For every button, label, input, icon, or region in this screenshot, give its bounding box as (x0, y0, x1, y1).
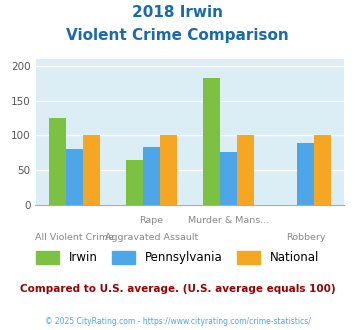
Bar (66, 149, 83, 205)
Text: Robbery: Robbery (286, 233, 326, 242)
Text: Murder & Mans...: Murder & Mans... (188, 216, 269, 225)
Bar (237, 135, 254, 205)
Bar (297, 143, 314, 205)
Bar (83, 135, 100, 205)
Bar (203, 78, 220, 205)
Bar (220, 152, 237, 205)
Bar (143, 147, 160, 205)
Text: Violent Crime Comparison: Violent Crime Comparison (66, 28, 289, 43)
Bar (126, 160, 143, 205)
Bar (314, 135, 331, 205)
Text: Aggravated Assault: Aggravated Assault (105, 233, 198, 242)
Bar (49, 118, 66, 205)
Text: 2018 Irwin: 2018 Irwin (132, 5, 223, 20)
Text: All Violent Crime: All Violent Crime (34, 233, 114, 242)
Legend: Irwin, Pennsylvania, National: Irwin, Pennsylvania, National (31, 246, 324, 269)
Text: Compared to U.S. average. (U.S. average equals 100): Compared to U.S. average. (U.S. average … (20, 284, 335, 294)
Bar (160, 135, 177, 205)
Text: Rape: Rape (139, 216, 163, 225)
Text: © 2025 CityRating.com - https://www.cityrating.com/crime-statistics/: © 2025 CityRating.com - https://www.city… (45, 317, 310, 326)
